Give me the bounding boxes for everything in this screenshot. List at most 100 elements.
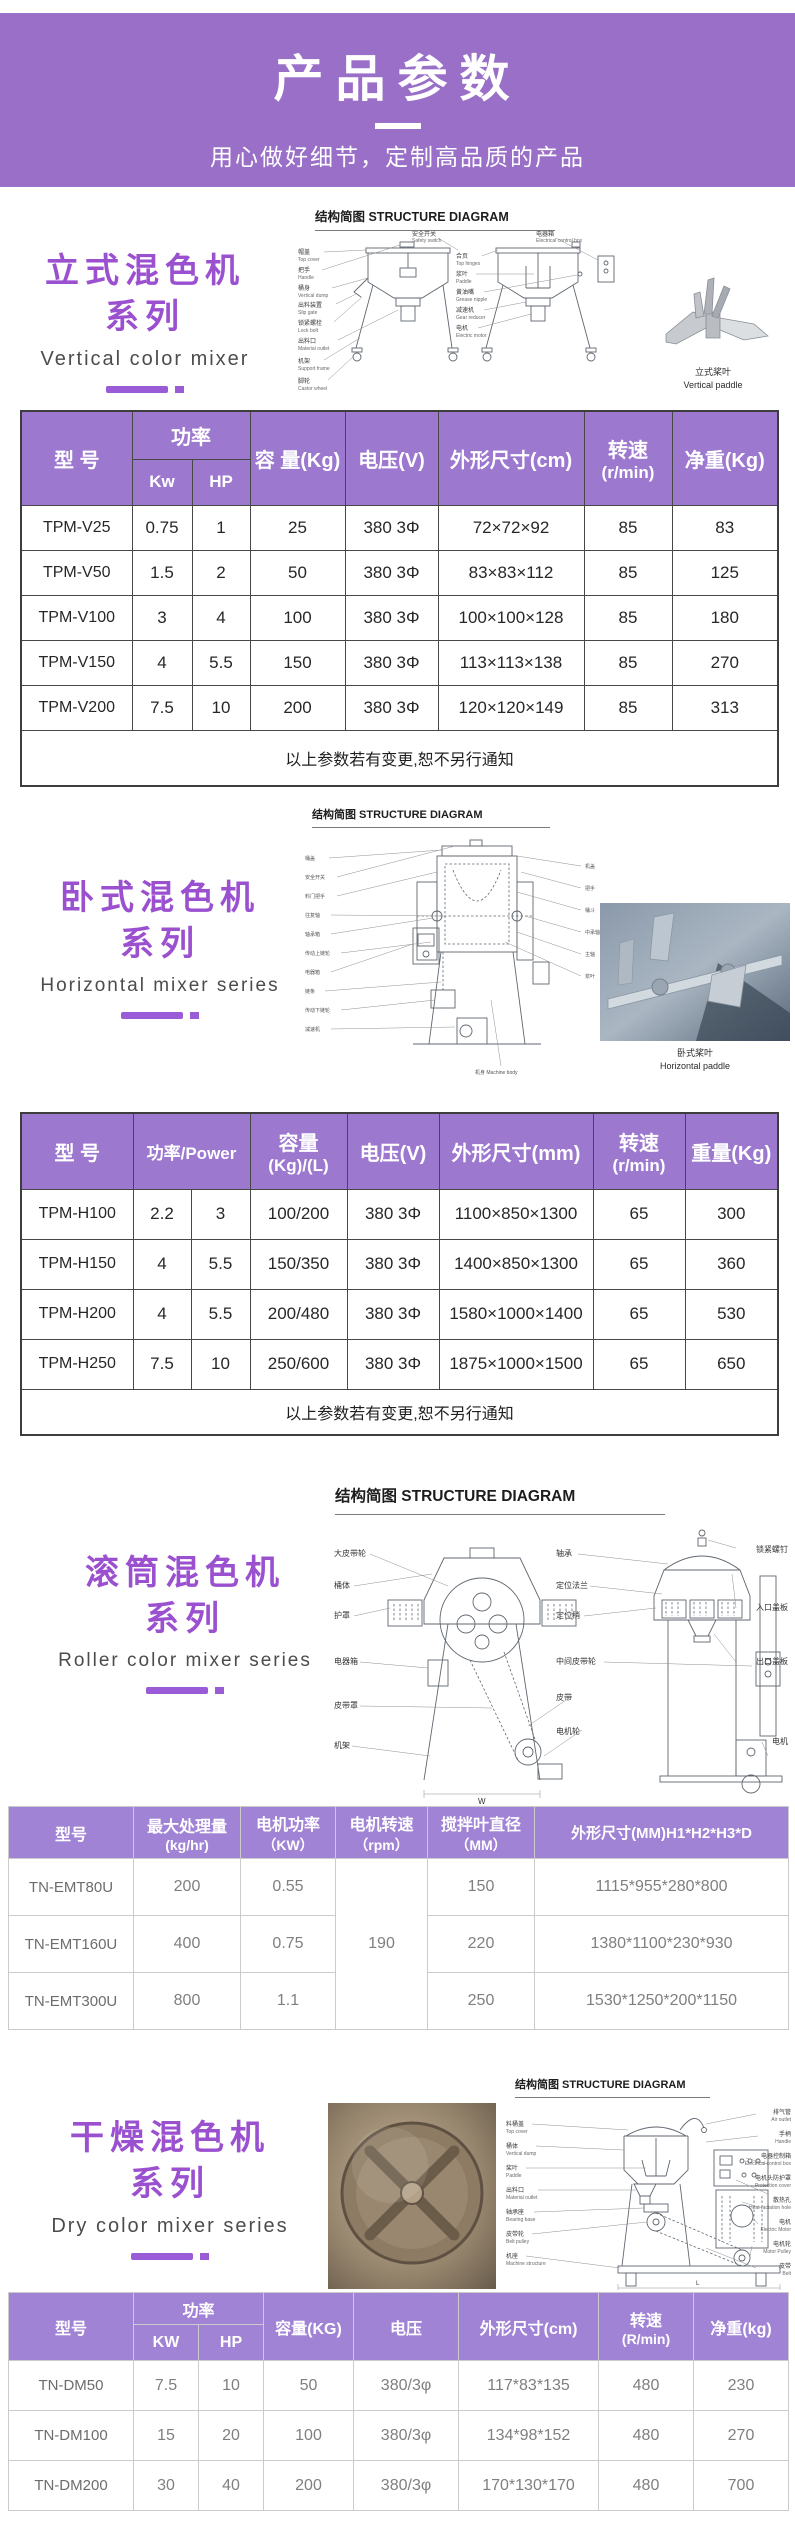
cell: 200 bbox=[249, 684, 346, 731]
diagram-label: 合页 bbox=[456, 252, 468, 260]
diagram-label: 料桶盖 bbox=[506, 2120, 524, 2128]
cell: 0.75 bbox=[240, 1915, 336, 1973]
diagram-label: 定位法兰 bbox=[556, 1580, 588, 1590]
diagram-label: 电器箱 bbox=[334, 1656, 358, 1666]
diagram-label: 桨叶 bbox=[506, 2164, 518, 2172]
col-header-capacity: 容 量(Kg) bbox=[249, 410, 346, 506]
speed-unit: (r/min) bbox=[612, 1155, 666, 1175]
diagram-label: 链条 bbox=[305, 988, 315, 995]
cell: 50 bbox=[263, 2360, 355, 2411]
cell: 25 bbox=[249, 504, 346, 551]
col-header-speed: 转速 (r/min) bbox=[592, 1112, 686, 1190]
col-header-kw: Kw bbox=[131, 458, 193, 506]
diagram-label: Motor Pulley bbox=[763, 2249, 791, 2255]
cell: 480 bbox=[598, 2360, 695, 2411]
diagram-label: Material outlet bbox=[298, 346, 330, 352]
table-row: TPM-H250 7.5 10 250/600 380 3Φ 1875×1000×1500… bbox=[20, 1338, 779, 1390]
horizontal-paddle-caption: 卧式桨叶 Horizontal paddle bbox=[600, 1047, 790, 1073]
cell: 380 3Φ bbox=[344, 639, 439, 686]
cell: 1.1 bbox=[240, 1972, 336, 2030]
table-row: TN-EMT300U 800 1.1 250 1530*1250*200*115… bbox=[8, 1972, 789, 2030]
caption-cn: 立式桨叶 bbox=[694, 367, 731, 377]
diagram-label: 机架 bbox=[334, 1740, 350, 1750]
diagram-label: 入口盖板 bbox=[756, 1602, 788, 1612]
section-title-cn-1: 滚筒混色机 bbox=[85, 1554, 285, 1592]
diagram-label: 电机轮 bbox=[556, 1726, 580, 1736]
cell: 380 3Φ bbox=[344, 684, 439, 731]
diagram-label: 电器控制箱 bbox=[761, 2152, 791, 2160]
diagram-label: 安全开关 bbox=[412, 230, 436, 238]
diagram-label: 锁紧螺钉 bbox=[756, 1544, 788, 1554]
col-header-power: 功率 bbox=[131, 410, 251, 460]
diagram-label: 出口盖板 bbox=[756, 1656, 788, 1666]
diagram-label: 皮带 bbox=[556, 1692, 572, 1702]
cell: TPM-H150 bbox=[20, 1238, 134, 1290]
cell: 83 bbox=[671, 504, 779, 551]
section-title-roller: 滚筒混色机 系列 Roller color mixer series bbox=[45, 1550, 325, 1694]
diagram-label: Belt bbox=[782, 2271, 791, 2277]
cell: 10 bbox=[197, 2360, 265, 2411]
leader-lines bbox=[351, 1539, 769, 1798]
cell: TPM-H100 bbox=[20, 1188, 134, 1240]
col-header-blade-diameter: 搅拌叶直径 （MM） bbox=[427, 1806, 535, 1859]
col-header-weight: 净重(Kg) bbox=[671, 410, 779, 506]
caption-en: Vertical paddle bbox=[683, 380, 743, 390]
cell: 1 bbox=[191, 504, 251, 551]
section-title-cn-1: 卧式混色机 bbox=[60, 879, 260, 917]
col-header-capacity: 最大处理量 (kg/hr) bbox=[133, 1806, 241, 1859]
diagram-label: 把手 bbox=[298, 266, 310, 274]
cell: 65 bbox=[592, 1338, 686, 1390]
col-header-model: 型号 bbox=[8, 1806, 134, 1859]
cell: 380 3Φ bbox=[344, 504, 439, 551]
diagram-label: Support frame bbox=[298, 366, 330, 372]
cell: 10 bbox=[191, 684, 251, 731]
diagram-label: 减速机 bbox=[305, 1026, 320, 1033]
cell: TPM-H250 bbox=[20, 1338, 134, 1390]
cell: 250/600 bbox=[249, 1338, 348, 1390]
cell: TN-DM200 bbox=[8, 2460, 134, 2511]
diagram-label: 出料装置 bbox=[298, 301, 322, 309]
diagram-label: 排气管 bbox=[773, 2108, 791, 2116]
cell: 3 bbox=[190, 1188, 251, 1240]
diagram-label: Paddle bbox=[456, 279, 472, 285]
cell: 380/3φ bbox=[353, 2460, 460, 2511]
diagram-heading-horizontal: 结构简图 STRUCTURE DIAGRAM bbox=[312, 806, 550, 828]
cell: 1115*955*280*800 bbox=[534, 1858, 789, 1916]
dry-mixer-belt bbox=[655, 2196, 763, 2267]
diagram-label: 护罩 bbox=[334, 1610, 350, 1620]
caption-en: Horizontal paddle bbox=[659, 1061, 731, 1071]
diagram-label: Lock bolt bbox=[298, 328, 319, 334]
diagram-heading-vertical: 结构简图 STRUCTURE DIAGRAM bbox=[315, 206, 555, 231]
diagram-label: 电器箱 bbox=[305, 969, 320, 976]
cell: 220 bbox=[427, 1915, 535, 1973]
cell: 100×100×128 bbox=[437, 594, 585, 641]
speed-unit: (R/min) bbox=[621, 2330, 671, 2347]
table-row: TPM-V25 0.75 1 25 380 3Φ 72×72×92 85 83 bbox=[20, 504, 779, 551]
diagram-label: 帽盖 bbox=[298, 248, 310, 256]
page-title: 产品参数 bbox=[273, 51, 522, 107]
col-header-dimensions: 外形尺寸(cm) bbox=[458, 2292, 600, 2361]
col-header-voltage: 电压 bbox=[353, 2292, 460, 2361]
diagram-label: 中承轴A bbox=[585, 929, 604, 936]
cell: 270 bbox=[693, 2410, 790, 2461]
diagram-label: 轴承 bbox=[556, 1548, 572, 1558]
diagram-label: 锁紧螺栓 bbox=[298, 319, 322, 327]
diagram-label: Gear reducer bbox=[456, 315, 486, 321]
diagram-label: 桶身 bbox=[298, 284, 310, 292]
col-header-motor-speed: 电机转速 （rpm） bbox=[335, 1806, 428, 1859]
diagram-label: 皮带轮 bbox=[506, 2230, 524, 2238]
col-header-voltage: 电压(V) bbox=[346, 1112, 440, 1190]
cell: 270 bbox=[671, 639, 779, 686]
diagram-label: 浆叶 bbox=[456, 270, 468, 278]
cell: 1530*1250*200*1150 bbox=[534, 1972, 789, 2030]
cell: 700 bbox=[693, 2460, 790, 2511]
vertical-paddle-photo bbox=[665, 277, 769, 345]
speed-cn: 转速 bbox=[630, 2312, 663, 2330]
diagram-label: 手柄 bbox=[779, 2130, 791, 2138]
cell: 65 bbox=[592, 1288, 686, 1340]
diagram-label: Castor wheel bbox=[298, 386, 327, 392]
cell: 400 bbox=[133, 1915, 241, 1973]
cell: 380 3Φ bbox=[344, 594, 439, 641]
speed-unit: （rpm） bbox=[354, 1836, 409, 1853]
